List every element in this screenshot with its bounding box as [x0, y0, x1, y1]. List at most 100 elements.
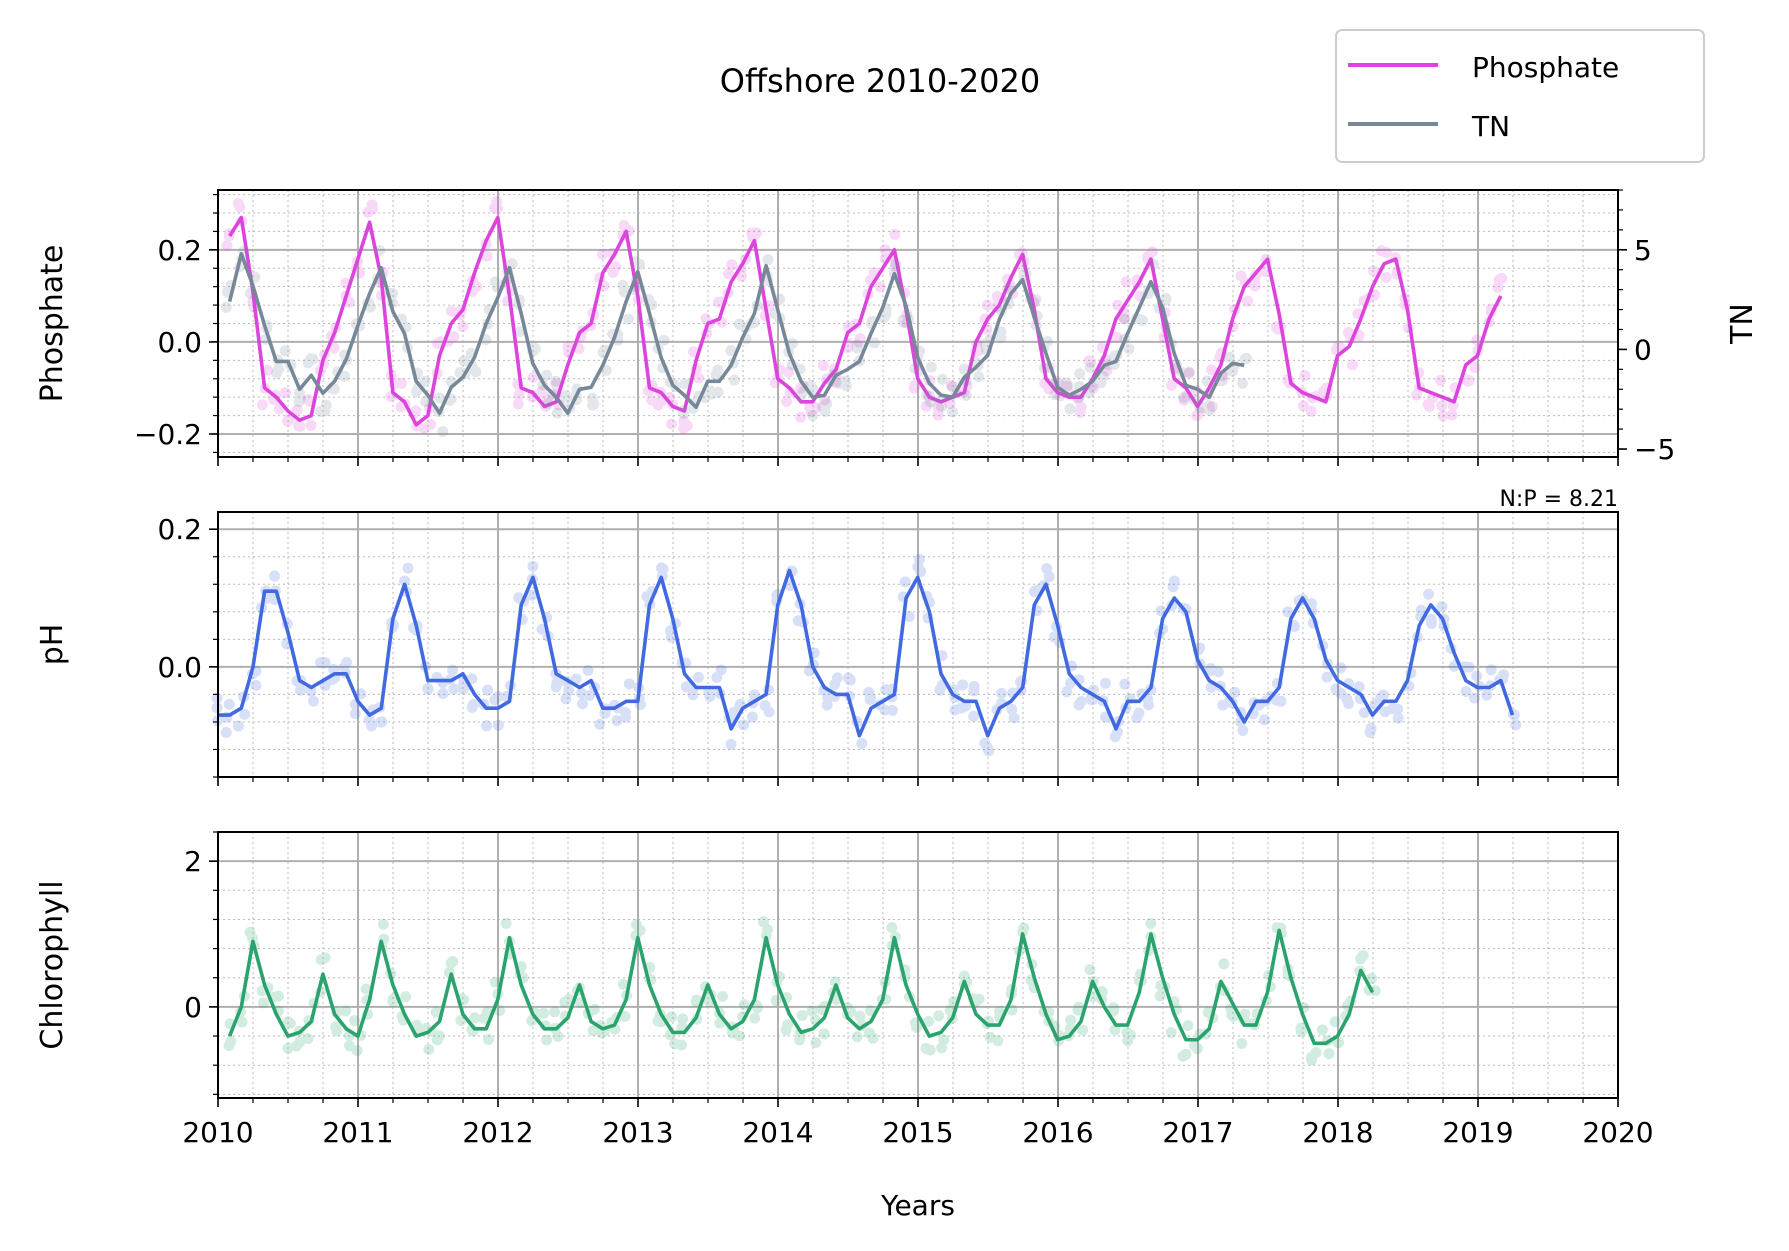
sample-point	[529, 343, 541, 355]
sample-point	[491, 196, 503, 208]
sample-point	[782, 1019, 794, 1031]
sample-point	[1194, 402, 1206, 414]
sample-point	[1297, 400, 1309, 412]
sample-point	[1085, 356, 1097, 368]
sample-point	[879, 704, 891, 716]
sample-point	[1002, 282, 1014, 294]
sample-point	[1332, 340, 1344, 352]
sample-point	[432, 337, 444, 349]
sample-point	[669, 1038, 681, 1050]
sample-point	[367, 203, 379, 215]
sample-point	[1321, 671, 1333, 683]
sample-point	[1137, 314, 1149, 326]
sample-point	[1425, 613, 1437, 625]
sample-point	[655, 562, 667, 574]
sample-point	[992, 1035, 1004, 1047]
sample-point	[1205, 665, 1217, 677]
sample-point	[910, 1017, 922, 1029]
sample-point	[1121, 1027, 1133, 1039]
sample-point	[1073, 391, 1085, 403]
sample-point	[466, 701, 478, 713]
sample-point	[541, 369, 553, 381]
sample-point	[1463, 375, 1475, 387]
sample-point	[478, 1012, 490, 1024]
sample-point	[269, 570, 281, 582]
tick-label-x: 2019	[1442, 1116, 1513, 1149]
sample-point	[1118, 312, 1130, 324]
sample-point	[1357, 950, 1369, 962]
sample-point	[1305, 405, 1317, 417]
sample-point	[1323, 1048, 1335, 1060]
sample-point	[220, 301, 232, 313]
sample-point	[678, 407, 690, 419]
sample-point	[320, 399, 332, 411]
sample-point	[1131, 712, 1143, 724]
sample-point	[587, 1025, 599, 1037]
sample-point	[1204, 404, 1216, 416]
sample-point	[1270, 321, 1282, 333]
sample-point	[354, 267, 366, 279]
tick-label-y-right: −5	[1634, 433, 1675, 466]
sample-point	[1075, 401, 1087, 413]
sample-point	[1460, 686, 1472, 698]
sample-point	[925, 361, 937, 373]
sample-point	[1462, 375, 1474, 387]
sample-point	[1165, 1026, 1177, 1038]
sample-point	[728, 374, 740, 386]
sample-point	[387, 995, 399, 1007]
sample-point	[995, 332, 1007, 344]
sample-point	[619, 1010, 631, 1022]
sample-point	[996, 687, 1008, 699]
sample-point	[715, 664, 727, 676]
sample-point	[1016, 247, 1028, 259]
sample-point	[806, 1005, 818, 1017]
sample-point	[1237, 377, 1249, 389]
sample-point	[934, 684, 946, 696]
sample-point	[810, 1037, 822, 1049]
sample-point	[494, 1005, 506, 1017]
sample-point	[762, 254, 774, 266]
y-axis-label: pH	[35, 624, 70, 666]
sample-point	[1410, 389, 1422, 401]
sample-point	[1468, 692, 1480, 704]
sample-point	[945, 379, 957, 391]
sample-point	[960, 389, 972, 401]
sample-point	[425, 418, 437, 430]
sample-point	[844, 674, 856, 686]
sample-point	[374, 244, 386, 256]
sample-point	[328, 342, 340, 354]
sample-point	[1229, 686, 1241, 698]
sample-point	[981, 299, 993, 311]
tick-label-y: 0	[184, 991, 202, 1024]
sample-point	[933, 1010, 945, 1022]
sample-point	[1077, 1024, 1089, 1036]
legend-label-tn: TN	[1471, 110, 1510, 143]
sample-point	[492, 203, 504, 215]
sample-point	[854, 1010, 866, 1022]
sample-point	[1020, 268, 1032, 280]
sample-point	[559, 996, 571, 1008]
sample-point	[1366, 972, 1378, 984]
sample-point	[400, 991, 412, 1003]
sample-point	[225, 1035, 237, 1047]
sample-point	[514, 326, 526, 338]
sample-point	[492, 691, 504, 703]
sample-point	[1148, 259, 1160, 271]
sample-point	[995, 326, 1007, 338]
sample-point	[294, 387, 306, 399]
sample-point	[492, 719, 504, 731]
chlorophyll-panel: 2 0 Chlorophyll 2010 2011 2012 2013 2014 2015 201…	[35, 831, 1654, 1149]
sample-point	[294, 392, 306, 404]
sample-point	[924, 1044, 936, 1056]
sample-point	[1122, 1035, 1134, 1047]
sample-point	[419, 422, 431, 434]
sample-point	[1065, 1014, 1077, 1026]
sample-point	[220, 726, 232, 738]
sample-point	[863, 686, 875, 698]
sample-point	[302, 394, 314, 406]
tick-label-x: 2015	[882, 1116, 953, 1149]
sample-point	[914, 553, 926, 565]
sample-point	[279, 345, 291, 357]
sample-point	[657, 563, 669, 575]
